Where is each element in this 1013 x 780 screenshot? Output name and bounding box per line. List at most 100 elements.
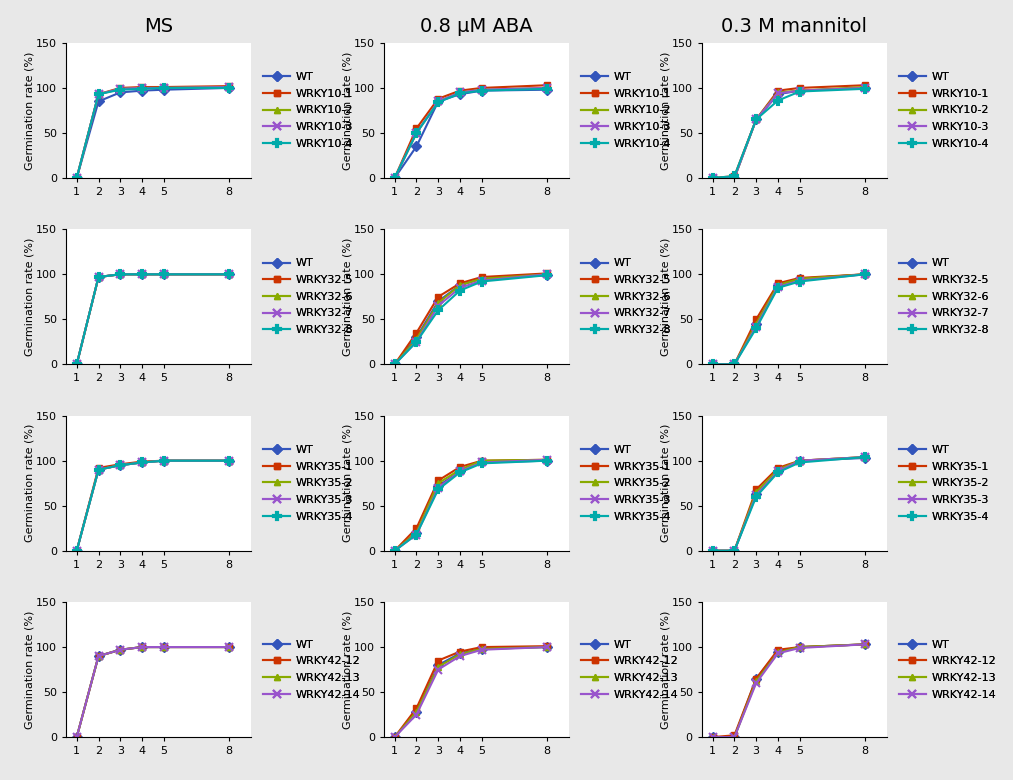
WRKY35-1 [541,455,553,464]
WT [158,643,170,652]
WRKY35-1 [476,456,488,466]
WRKY35-3 [389,546,401,555]
WT [793,643,805,652]
WT [389,173,401,183]
WRKY10-2 [410,128,422,137]
WRKY35-3 [476,458,488,467]
WRKY35-4 [476,459,488,468]
WRKY10-3 [389,173,401,183]
WRKY35-4 [750,492,762,502]
WRKY35-2 [476,456,488,466]
WRKY32-7 [92,272,104,282]
WT [454,281,466,290]
WRKY35-2 [92,465,104,474]
Legend: WT, WRKY10-1, WRKY10-2, WRKY10-3, WRKY10-4: WT, WRKY10-1, WRKY10-2, WRKY10-3, WRKY10… [580,72,672,149]
WRKY35-1 [410,523,422,533]
WRKY32-7 [223,270,235,279]
WRKY42-14 [750,679,762,688]
WRKY35-1 [454,463,466,472]
WRKY42-13 [793,643,805,652]
WRKY32-7 [410,337,422,346]
WRKY32-5 [750,314,762,324]
WRKY10-2 [728,173,741,183]
WRKY42-12 [476,643,488,652]
WRKY32-6 [728,360,741,369]
WT [136,643,148,652]
Line: WRKY10-4: WRKY10-4 [73,83,233,182]
Line: WRKY10-3: WRKY10-3 [73,83,233,182]
WRKY32-5 [433,292,445,302]
WRKY35-2 [750,488,762,497]
WT [706,173,718,183]
WRKY42-14 [454,651,466,661]
WRKY35-3 [410,530,422,539]
WT [433,296,445,306]
WRKY32-8 [750,324,762,333]
Legend: WT, WRKY32-5, WRKY32-6, WRKY32-7, WRKY32-8: WT, WRKY32-5, WRKY32-6, WRKY32-7, WRKY32… [580,258,672,335]
WRKY35-4 [541,456,553,466]
WRKY10-2 [859,83,871,92]
WRKY32-6 [389,360,401,369]
WRKY35-2 [114,460,127,470]
WRKY35-3 [859,452,871,462]
WRKY42-12 [541,641,553,651]
WRKY42-12 [793,643,805,652]
WT [71,732,83,742]
WRKY10-1 [454,86,466,95]
WT [750,115,762,124]
WRKY32-7 [728,360,741,369]
WT [728,732,741,742]
Line: WT: WT [391,644,550,740]
Line: WRKY35-4: WRKY35-4 [391,456,551,555]
Line: WRKY10-2: WRKY10-2 [391,84,550,182]
Line: WRKY35-1: WRKY35-1 [391,456,550,555]
WRKY42-12 [859,640,871,649]
WRKY35-1 [706,546,718,555]
Line: WRKY10-1: WRKY10-1 [73,83,233,182]
WRKY42-13 [541,643,553,652]
WRKY10-2 [71,173,83,183]
WT [433,97,445,106]
WRKY10-1 [541,80,553,90]
WT [136,270,148,279]
WRKY10-4 [541,84,553,94]
Line: WRKY10-3: WRKY10-3 [391,83,551,182]
WRKY35-2 [454,465,466,474]
Line: WRKY32-6: WRKY32-6 [391,271,550,368]
WRKY35-3 [772,466,784,476]
WRKY35-4 [433,485,445,495]
WRKY10-4 [223,83,235,93]
Line: WRKY35-1: WRKY35-1 [709,454,868,555]
WRKY35-3 [706,546,718,555]
WRKY10-1 [728,172,741,181]
WT [223,643,235,652]
WT [114,87,127,97]
WT [750,674,762,683]
WRKY32-5 [772,278,784,288]
WRKY10-3 [859,83,871,93]
WRKY10-2 [223,83,235,92]
WRKY32-7 [706,360,718,369]
WRKY10-1 [92,90,104,99]
Line: WRKY32-7: WRKY32-7 [73,270,233,368]
WRKY42-13 [92,651,104,661]
WRKY10-4 [454,89,466,98]
WT [158,456,170,466]
WRKY42-13 [772,647,784,657]
WRKY35-1 [772,463,784,473]
WRKY10-3 [793,86,805,95]
WRKY32-5 [71,360,83,369]
WRKY10-2 [454,87,466,97]
WRKY35-1 [750,485,762,495]
WT [136,458,148,467]
WRKY10-3 [706,173,718,183]
Line: WRKY35-3: WRKY35-3 [73,456,233,555]
WRKY32-7 [114,270,127,279]
WT [223,83,235,93]
WRKY32-6 [541,270,553,279]
WRKY35-1 [92,463,104,473]
WRKY42-14 [476,645,488,654]
WRKY32-6 [859,270,871,279]
Y-axis label: Germination rate (%): Germination rate (%) [24,424,34,542]
WRKY10-4 [793,87,805,96]
